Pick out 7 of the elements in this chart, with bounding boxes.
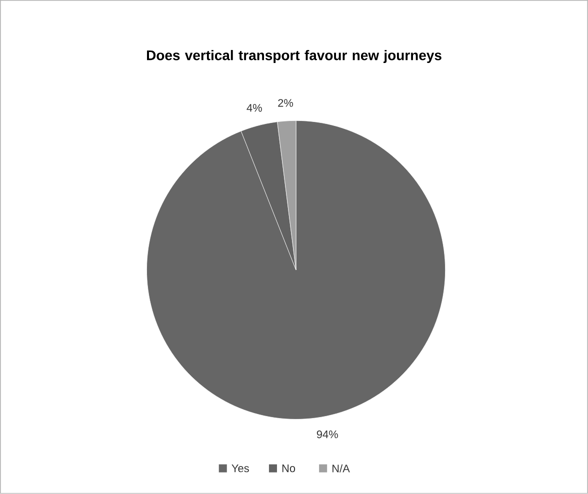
data-label: 94% bbox=[316, 430, 338, 438]
legend-label: N/A bbox=[332, 464, 350, 472]
legend-label: No bbox=[282, 464, 296, 472]
chart-title: Does vertical transport favour new journeys bbox=[146, 50, 442, 64]
data-label: 2% bbox=[278, 99, 294, 107]
data-label: 4% bbox=[246, 104, 262, 112]
legend-label: Yes bbox=[232, 464, 249, 472]
